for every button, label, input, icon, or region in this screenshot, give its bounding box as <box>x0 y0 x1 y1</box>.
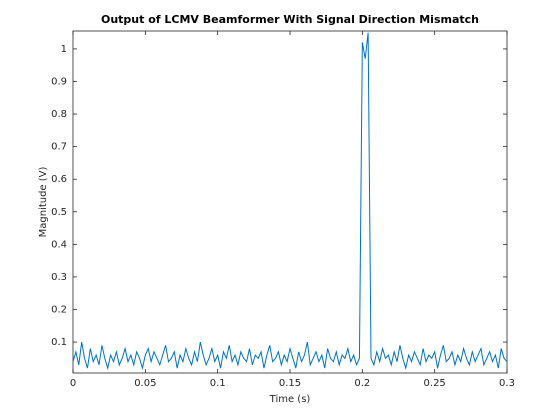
x-tick-label: 0 <box>70 378 76 389</box>
x-tick-label: 0.25 <box>424 378 446 389</box>
x-tick-label: 0.15 <box>279 378 301 389</box>
x-tick-label: 0.3 <box>499 378 515 389</box>
x-axis-label: Time (s) <box>269 394 311 405</box>
x-tick-label: 0.1 <box>210 378 226 389</box>
y-tick-label: 0.3 <box>51 272 67 283</box>
x-tick-label: 0.2 <box>354 378 370 389</box>
y-tick-label: 0.2 <box>51 304 67 315</box>
x-tick-label: 0.05 <box>134 378 156 389</box>
y-tick-label: 0.6 <box>51 174 67 185</box>
y-tick-label: 0.5 <box>51 207 67 218</box>
y-tick-label: 0.4 <box>51 239 67 250</box>
plot-box <box>72 30 508 374</box>
y-tick-label: 0.8 <box>51 109 67 120</box>
y-tick-label: 1 <box>61 44 67 55</box>
data-line <box>73 32 507 371</box>
chart-title: Output of LCMV Beamformer With Signal Di… <box>101 13 479 26</box>
y-axis-label: Magnitude (V) <box>38 167 49 238</box>
y-tick-label: 0.9 <box>51 76 67 87</box>
y-tick-label: 0.7 <box>51 142 67 153</box>
y-tick-label: 0.1 <box>51 337 67 348</box>
